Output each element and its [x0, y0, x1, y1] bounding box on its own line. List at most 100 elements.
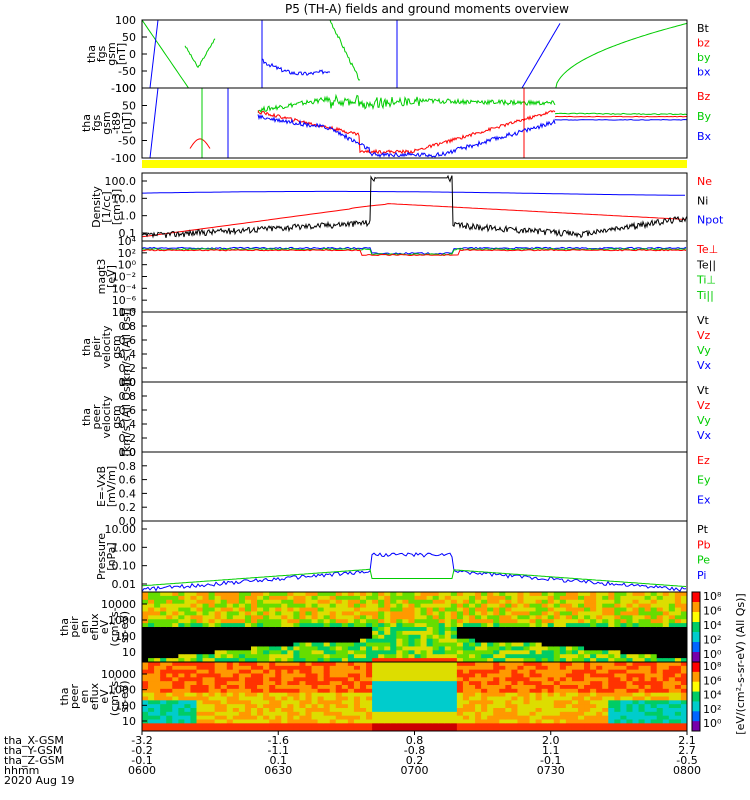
spectrogram-cell	[493, 727, 500, 731]
spectrogram-cell	[142, 719, 149, 724]
xtick-label: 2.0	[542, 734, 560, 747]
spectrogram-cell	[178, 634, 185, 640]
spectrogram-cell	[547, 662, 555, 667]
spectrogram-cell	[372, 603, 379, 609]
spectrogram-cell	[329, 638, 337, 644]
spectrogram-cell	[596, 646, 603, 651]
ytick-label: 1.00	[112, 541, 137, 554]
ylabel-line: gsm	[100, 111, 113, 134]
spectrogram-cell	[432, 592, 440, 597]
spectrogram-cell	[523, 658, 531, 662]
spectrogram-cell	[384, 650, 391, 655]
spectrogram-cell	[590, 662, 597, 667]
legend-Vx: Vx	[697, 359, 712, 372]
spectrogram-cell	[608, 719, 615, 724]
spectrogram-cell	[172, 662, 179, 667]
spectrogram-cell	[541, 638, 549, 644]
spectrogram-cell	[220, 727, 228, 731]
spectrogram-cell	[299, 615, 306, 620]
spectrogram-cell	[523, 662, 531, 667]
spectrogram-cell	[244, 700, 252, 705]
spectrogram-cell	[148, 627, 155, 632]
spectrogram-cell	[529, 711, 537, 717]
spectrogram-cell	[438, 669, 446, 674]
ytick-label: 10.0	[112, 192, 137, 205]
spectrogram-cell	[596, 662, 603, 667]
spectrogram-cell	[456, 681, 464, 686]
spectrogram-cell	[608, 704, 615, 709]
spectrogram-cell	[517, 692, 524, 697]
spectrogram-cell	[578, 700, 585, 705]
spectrogram-cell	[184, 627, 191, 632]
spectrogram-cell	[674, 619, 682, 624]
spectrogram-cell	[517, 611, 524, 616]
spectrogram-cell	[432, 650, 440, 655]
spectrogram-cell	[408, 658, 415, 662]
spectrogram-cell	[602, 681, 609, 686]
spectrogram-cell	[172, 595, 179, 601]
spectrogram-cell	[535, 673, 543, 678]
spectrogram-cell	[178, 646, 185, 651]
spectrogram-cell	[608, 607, 615, 612]
spectrogram-cell	[238, 599, 246, 605]
xaxis-row-label: tha_Z-GSM	[4, 754, 64, 767]
spectrogram-cell	[269, 688, 276, 694]
spectrogram-cell	[414, 692, 422, 697]
spectrogram-cell	[142, 700, 149, 705]
spectrogram-cell	[317, 607, 325, 612]
spectrogram-cell	[196, 669, 204, 674]
spectrogram-cell	[553, 595, 561, 601]
spectrogram-cell	[432, 603, 440, 609]
spectrogram-cell	[608, 615, 615, 620]
spectrogram-cell	[311, 665, 319, 671]
spectrogram-cell	[438, 688, 446, 694]
spectrogram-cell	[469, 700, 476, 705]
spectrogram-cell	[335, 719, 343, 724]
spectrogram-cell	[281, 704, 288, 709]
spectrogram-cell	[226, 634, 234, 640]
ytick-label: 10	[122, 646, 136, 659]
spectrogram-cell	[366, 711, 373, 717]
spectrogram-cell	[360, 658, 367, 662]
xtick-label: 0.1	[270, 754, 288, 767]
spectrogram-cell	[475, 711, 482, 717]
spectrogram-cell	[408, 650, 415, 655]
spectrogram-cell	[481, 700, 488, 705]
spectrogram-cell	[378, 719, 385, 724]
spectrogram-cell	[535, 607, 543, 612]
spectrogram-cell	[353, 696, 361, 701]
spectrogram-cell	[311, 634, 319, 640]
spectrogram-cell	[196, 727, 204, 731]
spectrogram-cell	[517, 700, 524, 705]
spectrogram-cell	[305, 592, 313, 597]
spectrogram-cell	[511, 642, 518, 647]
legend-Ey: Ey	[697, 474, 711, 487]
spectrogram-cell	[499, 723, 506, 728]
spectrogram-cell	[547, 708, 555, 713]
spectrogram-cell	[650, 704, 658, 709]
spectrogram-cell	[372, 669, 379, 674]
spectrogram-cell	[553, 599, 561, 605]
spectrogram-cell	[335, 642, 343, 647]
spectrogram-cell	[523, 595, 531, 601]
spectrogram-cell	[154, 619, 161, 624]
spectrogram-cell	[220, 615, 228, 620]
spectrogram-cell	[517, 715, 524, 720]
spectrogram-cell	[408, 595, 415, 601]
spectrogram-cell	[662, 669, 670, 674]
spectrogram-cell	[251, 646, 258, 651]
spectrogram-cell	[632, 630, 640, 636]
spectrogram-cell	[596, 634, 603, 640]
spectrogram-cell	[166, 630, 173, 636]
spectrogram-cell	[487, 692, 494, 697]
spectrogram-cell	[384, 677, 391, 682]
spectrogram-cell	[414, 658, 422, 662]
spectrogram-cell	[257, 727, 264, 731]
spectrogram-cell	[523, 603, 531, 609]
spectrogram-cell	[432, 727, 440, 731]
spectrogram-cell	[505, 619, 512, 624]
spectrogram-cell	[202, 696, 210, 701]
spectrogram-cell	[160, 611, 167, 616]
spectrogram-cell	[366, 615, 373, 620]
spectrogram-cell	[590, 677, 597, 682]
